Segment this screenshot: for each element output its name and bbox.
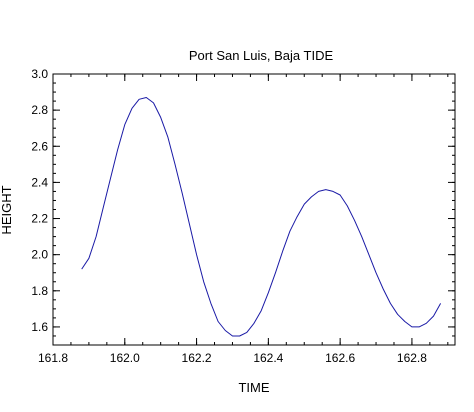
y-tick-label: 1.8: [31, 284, 48, 298]
x-tick-label: 162.0: [110, 351, 140, 365]
tide-series-line: [81, 97, 442, 337]
x-tick-label: 162.2: [182, 351, 212, 365]
plot-frame: [52, 73, 456, 346]
y-tick-label: 1.6: [31, 320, 48, 334]
x-axis: 161.8 162.0 162.2 162.4 162.6 162.8: [38, 74, 449, 365]
y-axis-label: HEIGHT: [0, 185, 14, 234]
x-tick-label: 162.6: [325, 351, 355, 365]
y-tick-label: 3.0: [31, 67, 48, 81]
x-axis-label: TIME: [238, 380, 269, 395]
y-tick-label: 2.2: [31, 212, 48, 226]
y-tick-label: 2.4: [31, 175, 48, 189]
x-tick-label: 162.4: [253, 351, 283, 365]
y-tick-label: 2.0: [31, 248, 48, 262]
x-tick-label: 162.8: [397, 351, 427, 365]
y-tick-label: 2.6: [31, 139, 48, 153]
x-tick-label: 161.8: [38, 351, 68, 365]
chart-title: Port San Luis, Baja TIDE: [189, 48, 334, 63]
y-tick-label: 2.8: [31, 103, 48, 117]
series-layer: [81, 97, 442, 337]
y-axis: 1.6 1.8 2.0 2.2 2.4 2.6 2.8 3.0: [31, 67, 455, 346]
